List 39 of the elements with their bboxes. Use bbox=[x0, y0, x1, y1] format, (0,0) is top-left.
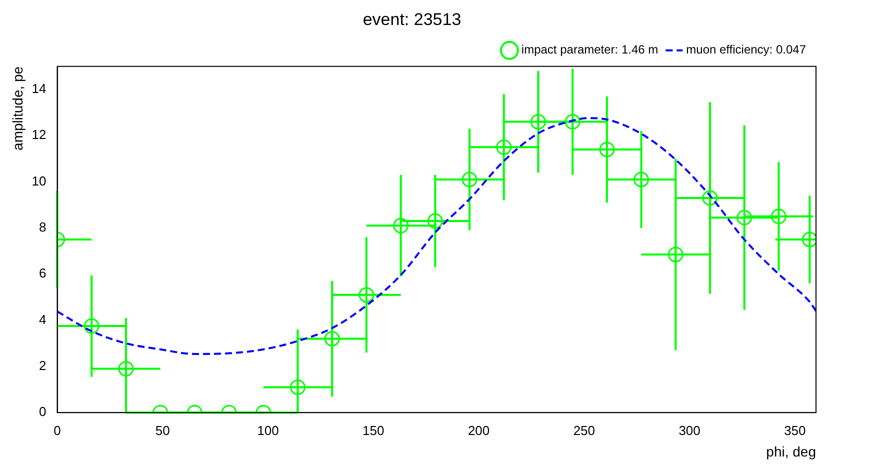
legend-label: impact parameter: 1.46 m bbox=[521, 42, 658, 57]
y-tick-label: 14 bbox=[32, 81, 46, 96]
y-tick-label: 12 bbox=[32, 127, 46, 142]
y-tick-label: 2 bbox=[39, 358, 46, 374]
x-tick-label: 100 bbox=[257, 422, 279, 438]
x-tick-label: 350 bbox=[784, 422, 806, 438]
point bbox=[802, 232, 816, 248]
y-tick-label: 10 bbox=[32, 173, 46, 188]
point bbox=[530, 114, 546, 130]
point bbox=[118, 361, 134, 376]
y-tick-label: 4 bbox=[39, 312, 46, 327]
point bbox=[634, 172, 650, 188]
point bbox=[736, 210, 752, 226]
point bbox=[427, 213, 443, 229]
point bbox=[599, 142, 615, 158]
point bbox=[668, 246, 684, 262]
point bbox=[496, 139, 512, 155]
y-axis-title: amplitude, pe bbox=[9, 66, 26, 150]
point bbox=[324, 330, 340, 346]
x-tick-label: 250 bbox=[573, 422, 596, 438]
point bbox=[84, 318, 100, 334]
point bbox=[462, 172, 478, 188]
x-tick-label: 0 bbox=[54, 422, 61, 438]
x-axis-title: phi, deg bbox=[766, 443, 816, 460]
legend-label: muon efficiency: 0.047 bbox=[686, 42, 806, 57]
x-tick-label: 150 bbox=[362, 422, 384, 438]
point bbox=[393, 218, 409, 234]
x-tick-label: 50 bbox=[155, 422, 170, 438]
point bbox=[564, 114, 580, 130]
y-tick-label: 6 bbox=[39, 266, 46, 281]
y-tick-label: 8 bbox=[39, 220, 46, 235]
point bbox=[358, 287, 374, 303]
y-tick-label: 0 bbox=[39, 404, 46, 420]
point bbox=[702, 190, 718, 206]
x-tick-label: 300 bbox=[678, 422, 700, 438]
x-tick-label: 200 bbox=[468, 422, 490, 438]
chart-title: event: 23513 bbox=[362, 10, 462, 29]
point bbox=[290, 379, 306, 395]
point bbox=[770, 208, 786, 224]
